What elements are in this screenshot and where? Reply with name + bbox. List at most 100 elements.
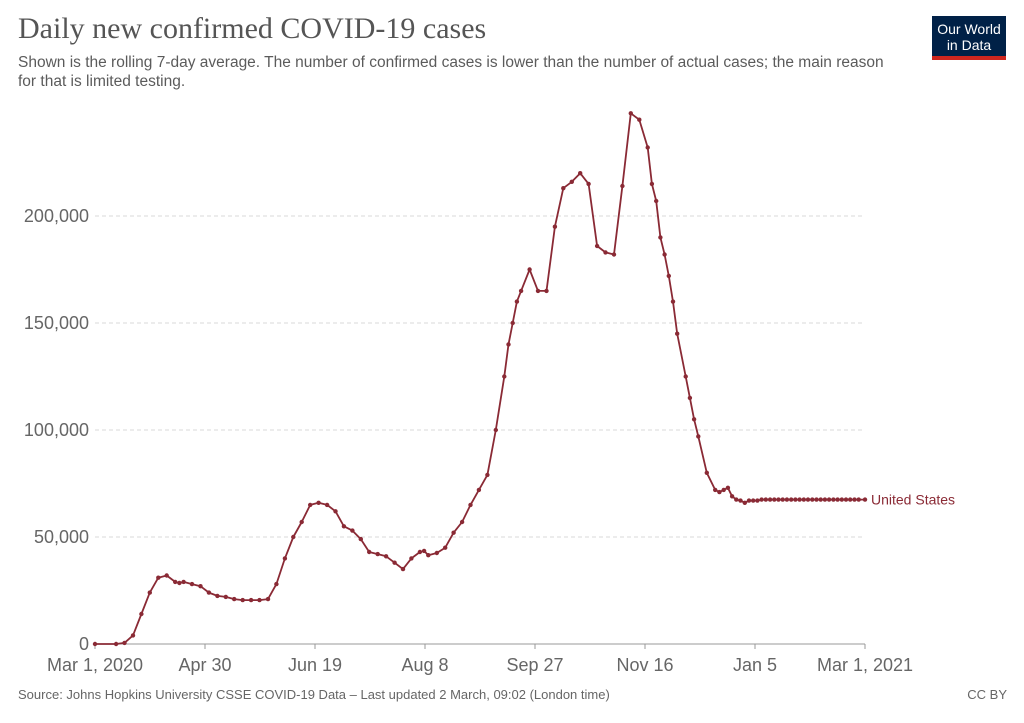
data-point (232, 596, 237, 602)
data-point (459, 519, 465, 525)
data-point (426, 553, 431, 558)
x-tick-label: Mar 1, 2021 (817, 655, 913, 675)
x-tick-label: Sep 27 (506, 655, 563, 675)
data-point (780, 497, 785, 502)
data-point (527, 267, 532, 272)
data-point (814, 497, 819, 502)
series-label: United States (871, 492, 955, 508)
data-point (839, 497, 844, 502)
data-point (666, 273, 671, 279)
data-point (223, 594, 228, 600)
data-point (189, 581, 195, 587)
data-point (156, 575, 161, 580)
data-point (518, 288, 524, 294)
data-point (409, 556, 414, 561)
data-point (198, 584, 203, 589)
data-point (400, 566, 406, 572)
data-point (683, 374, 688, 379)
y-tick-label: 0 (79, 634, 89, 654)
chart-title: Daily new confirmed COVID-19 cases (18, 12, 487, 45)
data-point (843, 497, 849, 502)
data-point (240, 597, 245, 603)
data-point (383, 554, 389, 559)
y-tick-label: 50,000 (34, 527, 89, 547)
data-point (654, 198, 659, 204)
data-point (274, 581, 279, 587)
data-point (789, 497, 794, 502)
owid-logo[interactable]: Our World in Data (932, 16, 1006, 60)
y-axis: 0 50,000 100,000 150,000 200,000 (24, 206, 89, 654)
data-point (147, 590, 152, 595)
data-point (611, 252, 617, 257)
data-point (476, 487, 482, 493)
data-point (776, 497, 781, 502)
data-point (113, 641, 119, 647)
data-point (721, 487, 726, 493)
data-point (308, 502, 313, 508)
data-point (751, 498, 756, 503)
y-tick-label: 150,000 (24, 313, 89, 333)
data-point (248, 597, 254, 603)
x-tick-label: Jun 19 (288, 655, 342, 675)
chart-subtitle: Shown is the rolling 7-day average. The … (18, 54, 884, 90)
data-point (130, 633, 136, 638)
data-point (620, 183, 625, 189)
data-point (810, 497, 815, 502)
data-point (649, 181, 655, 187)
data-point (637, 117, 642, 122)
data-point (139, 611, 144, 617)
data-point (696, 434, 701, 439)
data-point (367, 549, 372, 555)
data-point (755, 498, 760, 503)
data-point (514, 299, 520, 304)
data-point (122, 640, 127, 646)
data-point (725, 485, 731, 490)
data-point (468, 502, 473, 508)
data-point (434, 550, 439, 556)
data-point (759, 497, 764, 502)
data-point (485, 472, 490, 478)
data-point (552, 224, 558, 229)
data-point (763, 497, 768, 502)
data-point (818, 497, 823, 502)
data-point (206, 590, 212, 595)
data-point (375, 551, 380, 557)
data-point (502, 374, 507, 379)
y-tick-label: 200,000 (24, 206, 89, 226)
data-point (822, 497, 828, 502)
data-point (746, 498, 752, 503)
data-point (687, 395, 693, 401)
data-point (493, 427, 498, 433)
data-point (717, 489, 722, 495)
data-point (451, 530, 456, 535)
data-point (742, 500, 747, 505)
data-point (535, 288, 541, 294)
data-point (662, 252, 667, 257)
data-point (324, 502, 330, 508)
data-point (793, 497, 798, 502)
data-point (92, 641, 98, 647)
data-point (856, 497, 861, 502)
grid-lines (95, 215, 865, 538)
data-point (350, 528, 355, 533)
x-tick-label: Apr 30 (178, 655, 231, 675)
license-link[interactable]: CC BY (967, 687, 1007, 702)
data-point (826, 497, 832, 502)
data-point (341, 524, 347, 529)
data-point (691, 417, 697, 422)
data-point (510, 320, 515, 326)
data-point (675, 331, 680, 336)
data-point (734, 497, 739, 502)
data-point (704, 470, 709, 475)
data-point (215, 593, 220, 599)
x-tick-label: Mar 1, 2020 (47, 655, 143, 675)
data-point (767, 497, 773, 502)
data-point (561, 186, 566, 191)
data-point (265, 596, 271, 602)
data-point (586, 181, 591, 187)
data-point (177, 580, 182, 586)
logo-line-2: in Data (946, 37, 992, 53)
data-point (333, 509, 338, 514)
data-point (181, 579, 186, 585)
